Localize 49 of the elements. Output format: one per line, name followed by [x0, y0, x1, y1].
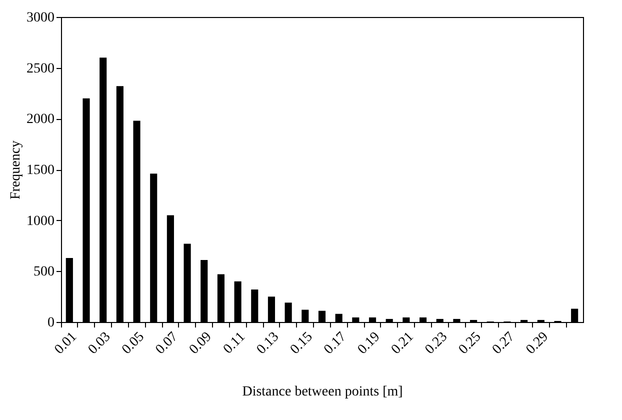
x-tick-label: 0.01 — [52, 330, 80, 358]
bar — [352, 317, 360, 322]
x-tick-label: 0.07 — [153, 330, 182, 358]
y-tick-label: 3000 — [26, 10, 54, 26]
x-axis-title: Distance between points [m] — [242, 384, 403, 400]
y-axis-title: Frequency — [8, 140, 24, 200]
x-tick-label: 0.03 — [86, 330, 114, 358]
bar — [419, 317, 427, 322]
y-tick-label: 1500 — [26, 163, 54, 178]
x-tick-label: 0.21 — [388, 330, 417, 358]
x-tick-label: 0.27 — [490, 330, 518, 358]
bar — [386, 318, 393, 322]
bar — [302, 310, 309, 322]
bar — [133, 120, 140, 322]
bar — [116, 86, 124, 322]
bar — [234, 281, 242, 322]
bar — [571, 308, 578, 322]
bar — [100, 58, 107, 322]
bar — [284, 302, 292, 322]
y-tick-label: 2500 — [26, 61, 54, 76]
bar — [368, 317, 376, 322]
x-tick-label: 0.15 — [288, 330, 316, 358]
x-tick-label: 0.05 — [119, 330, 148, 358]
y-tick-label: 2000 — [26, 112, 54, 128]
y-tick-label: 1000 — [26, 214, 54, 229]
x-tick-label: 0.19 — [355, 330, 384, 358]
x-tick-label: 0.11 — [220, 330, 248, 358]
x-tick-label: 0.13 — [254, 330, 282, 358]
bar — [268, 296, 276, 322]
bar — [184, 244, 191, 322]
x-tick-label: 0.25 — [456, 330, 484, 358]
bar — [335, 314, 342, 322]
x-tick-label: 0.17 — [322, 330, 350, 358]
x-tick-label: 0.23 — [422, 330, 450, 358]
y-tick-label: 0 — [48, 316, 54, 330]
bar — [66, 258, 73, 322]
bar — [166, 215, 174, 322]
bar — [150, 174, 158, 322]
bar — [318, 310, 326, 322]
x-tick-label: 0.29 — [524, 330, 552, 358]
bar — [251, 289, 258, 322]
y-tick-label: 500 — [34, 264, 54, 280]
bar — [453, 318, 460, 322]
bar — [217, 274, 225, 322]
bar — [200, 260, 208, 322]
x-tick-label: 0.09 — [186, 330, 215, 358]
bar — [82, 98, 90, 322]
bar — [436, 318, 444, 322]
bar — [402, 317, 410, 322]
